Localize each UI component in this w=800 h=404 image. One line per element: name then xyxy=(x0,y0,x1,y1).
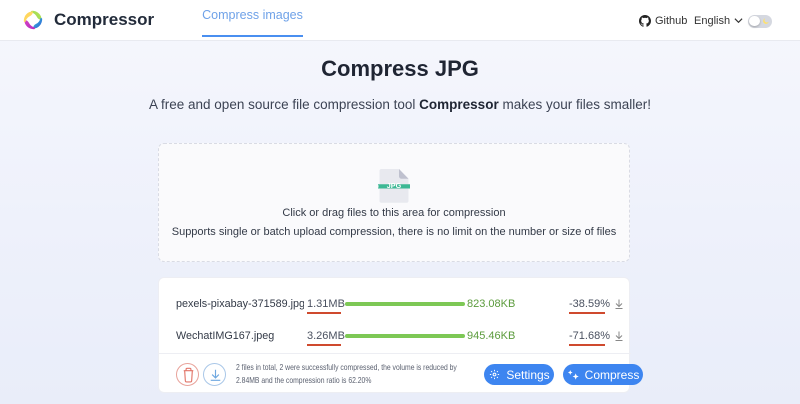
svg-text:JPG: JPG xyxy=(387,181,402,190)
